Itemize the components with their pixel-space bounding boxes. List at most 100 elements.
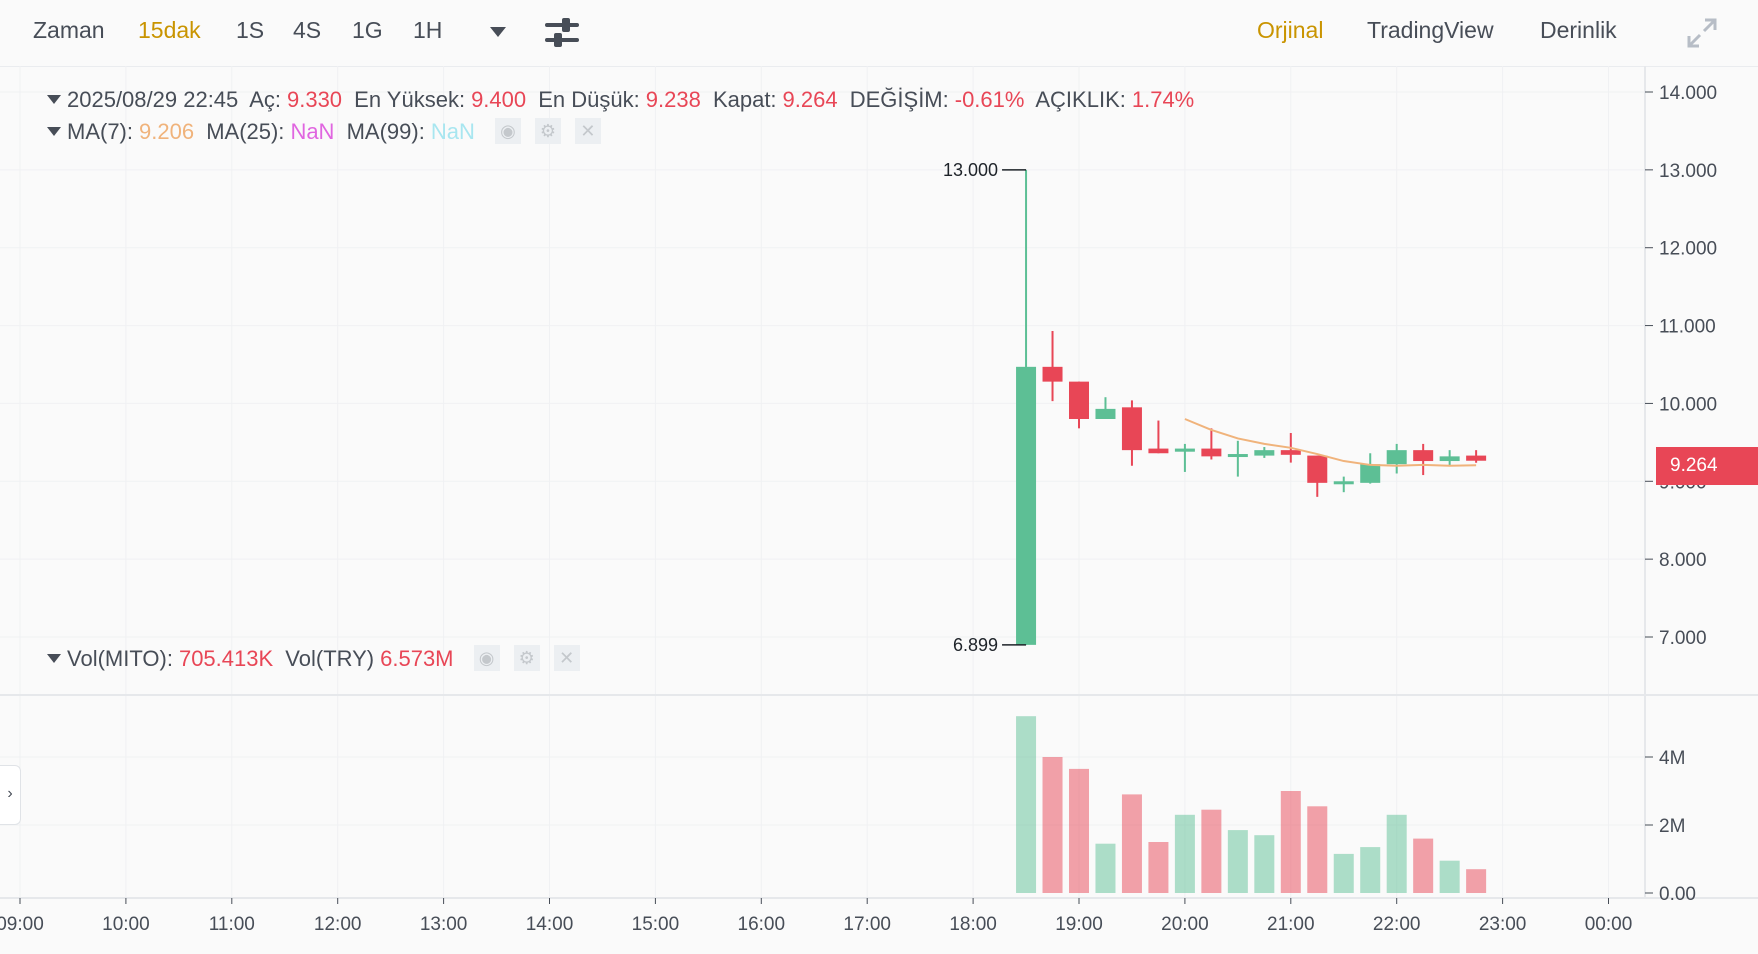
time-tick-label: 21:00 [1267, 914, 1315, 935]
interval-1h[interactable]: 1S [236, 17, 265, 43]
volume-bar [1121, 794, 1142, 893]
time-label: Zaman [33, 17, 105, 43]
volume-bar [1069, 768, 1089, 893]
candle-body [1386, 450, 1407, 465]
volume-tick-label: 4M [1659, 748, 1685, 769]
ma7-value: 9.206 [139, 119, 195, 144]
ma99-label: MA(99): [346, 119, 425, 144]
gear-icon[interactable]: ⚙ [513, 645, 540, 672]
time-tick-label: 17:00 [843, 914, 891, 935]
vol-base-label: Vol(MITO): [67, 646, 173, 671]
current-price-tag: 9.264 [1656, 447, 1758, 485]
price-tick-label: 14.000 [1659, 83, 1717, 104]
eye-icon[interactable]: ◉ [473, 645, 500, 672]
time-tick-label: 10:00 [102, 914, 150, 935]
close-icon[interactable]: ✕ [553, 645, 580, 672]
time-tick-label: 11:00 [209, 914, 255, 935]
candle-body [1307, 455, 1328, 483]
indicator-settings-icon[interactable] [545, 18, 579, 48]
collapse-triangle-icon[interactable] [47, 126, 61, 136]
interval-15m[interactable]: 15dak [138, 17, 201, 43]
time-tick-label: 19:00 [1055, 914, 1103, 935]
gear-icon[interactable]: ⚙ [534, 118, 561, 145]
time-tick-label: 00:00 [1585, 914, 1633, 935]
candle-body [1254, 450, 1275, 456]
high-label: En Yüksek: [354, 87, 466, 112]
amplitude-value: 1.74% [1131, 87, 1195, 112]
volume-bar [1042, 757, 1063, 893]
candle-body [1413, 450, 1434, 462]
ma25-label: MA(25): [206, 119, 285, 144]
low-value: 9.238 [645, 87, 701, 112]
time-tick-label: 15:00 [632, 914, 680, 935]
close-label: Kapat: [712, 87, 777, 112]
candle-body [1227, 454, 1248, 458]
volume-bar [1307, 806, 1328, 893]
volume-tick-label: 2M [1659, 816, 1685, 837]
volume-bar [1148, 842, 1169, 893]
candle-body [1042, 366, 1063, 382]
price-tick-label: 11.000 [1659, 317, 1716, 338]
legend-date: 2025/08/29 22:45 [67, 87, 239, 112]
time-tick-label: 14:00 [526, 914, 574, 935]
candle-body [1121, 407, 1142, 451]
view-original-tab[interactable]: Orjinal [1257, 17, 1324, 43]
more-intervals-dropdown-icon[interactable] [490, 27, 506, 37]
time-tick-label: 23:00 [1479, 914, 1527, 935]
candle-body [1333, 481, 1354, 485]
price-tick-label: 12.000 [1659, 239, 1717, 260]
volume-bar [1095, 843, 1116, 893]
candle-body [1016, 366, 1037, 645]
ma7-line [1184, 418, 1477, 467]
chart-toolbar: Zaman 15dak 1S 4S 1G 1H Orjinal TradingV… [0, 0, 1758, 67]
candle-body [1174, 448, 1195, 452]
price-tick-label: 7.000 [1659, 628, 1707, 649]
volume-bar [1386, 814, 1407, 893]
volume-bar [1254, 835, 1275, 893]
vol-quote-value: 6.573M [380, 646, 454, 671]
candle-body [1201, 448, 1222, 457]
price-tick-label: 8.000 [1659, 550, 1707, 571]
max-marker-label: 13.000 [943, 160, 998, 180]
candle-body [1280, 450, 1301, 455]
candle-body [1148, 448, 1169, 454]
volume-bar [1360, 847, 1381, 893]
eye-icon[interactable]: ◉ [494, 118, 521, 145]
view-depth-tab[interactable]: Derinlik [1540, 17, 1617, 43]
fullscreen-icon[interactable] [1685, 16, 1719, 50]
time-tick-label: 20:00 [1161, 914, 1209, 935]
interval-1w[interactable]: 1H [413, 17, 443, 43]
interval-1d[interactable]: 1G [352, 17, 383, 43]
volume-legend: Vol(MITO): 705.413K Vol(TRY) 6.573M ◉ ⚙ ✕ [47, 645, 586, 673]
volume-bar [1174, 814, 1195, 893]
change-value: -0.61% [954, 87, 1025, 112]
side-panel-toggle[interactable]: › [0, 765, 21, 825]
candle-body [1095, 408, 1116, 420]
interval-4h[interactable]: 4S [293, 17, 322, 43]
collapse-triangle-icon[interactable] [47, 94, 61, 104]
volume-tick-label: 0.00 [1659, 884, 1696, 905]
open-label: Aç: [249, 87, 281, 112]
change-label: DEĞİŞİM: [849, 87, 949, 112]
min-marker-label: 6.899 [953, 635, 998, 655]
time-tick-label: 13:00 [420, 914, 468, 935]
volume-bar [1280, 791, 1301, 893]
time-tick-label: 12:00 [314, 914, 362, 935]
vol-quote-label: Vol(TRY) [285, 646, 375, 671]
ma99-value: NaN [430, 119, 475, 144]
ma-legend: MA(7): 9.206 MA(25): NaN MA(99): NaN ◉ ⚙ ✕ [47, 118, 607, 146]
collapse-triangle-icon[interactable] [47, 653, 61, 663]
volume-bar [1466, 869, 1487, 893]
close-icon[interactable]: ✕ [574, 118, 601, 145]
volume-bar [1201, 809, 1222, 893]
candlestick-chart[interactable]: 14.00013.00012.00011.00010.0009.0008.000… [0, 66, 1758, 954]
candle-body [1466, 455, 1487, 461]
time-tick-label: 16:00 [738, 914, 786, 935]
ma25-value: NaN [290, 119, 335, 144]
open-value: 9.330 [286, 87, 343, 112]
time-tick-label: 18:00 [949, 914, 997, 935]
view-tradingview-tab[interactable]: TradingView [1367, 17, 1494, 43]
volume-bar [1333, 853, 1354, 893]
candles [1016, 169, 1487, 645]
volume-bar [1413, 838, 1434, 893]
